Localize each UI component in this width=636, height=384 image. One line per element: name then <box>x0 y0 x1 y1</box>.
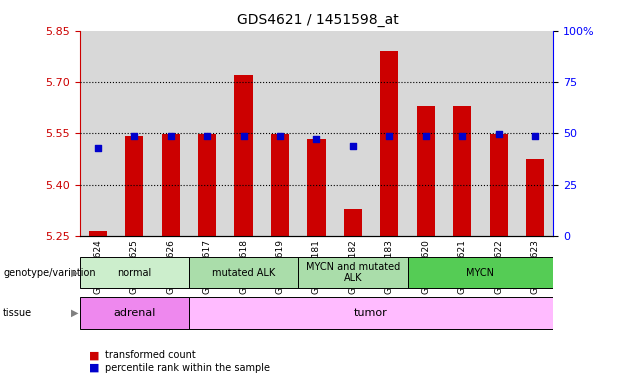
Bar <box>125 136 143 236</box>
Bar <box>444 31 480 236</box>
Bar <box>198 134 216 236</box>
Text: percentile rank within the sample: percentile rank within the sample <box>105 363 270 373</box>
Point <box>530 133 540 139</box>
Bar <box>80 31 116 236</box>
Text: genotype/variation: genotype/variation <box>3 268 96 278</box>
Bar <box>262 31 298 236</box>
Point <box>93 145 103 151</box>
Bar <box>526 159 544 236</box>
Text: normal: normal <box>117 268 151 278</box>
Point <box>275 133 285 139</box>
Bar <box>162 134 180 236</box>
Point <box>129 133 139 139</box>
Text: adrenal: adrenal <box>113 308 155 318</box>
Text: tissue: tissue <box>3 308 32 318</box>
Bar <box>189 31 225 236</box>
Bar <box>371 31 408 236</box>
Bar <box>88 231 107 236</box>
Bar <box>380 51 398 236</box>
Text: transformed count: transformed count <box>105 350 196 360</box>
FancyBboxPatch shape <box>80 297 189 328</box>
Point <box>348 143 358 149</box>
Bar <box>490 134 508 236</box>
Bar <box>116 31 153 236</box>
Bar <box>298 31 335 236</box>
Point <box>202 133 212 139</box>
Bar <box>417 106 435 236</box>
Text: ▶: ▶ <box>71 268 79 278</box>
Bar <box>480 31 517 236</box>
Text: MYCN: MYCN <box>466 268 494 278</box>
Bar <box>153 31 189 236</box>
FancyBboxPatch shape <box>189 297 553 328</box>
Bar <box>225 31 262 236</box>
Bar <box>235 75 252 236</box>
Bar <box>453 106 471 236</box>
Bar <box>343 209 362 236</box>
FancyBboxPatch shape <box>189 257 298 288</box>
FancyBboxPatch shape <box>298 257 408 288</box>
Text: ■: ■ <box>89 363 100 373</box>
Point <box>312 136 322 142</box>
Text: tumor: tumor <box>354 308 388 318</box>
Point <box>494 131 504 137</box>
Text: GDS4621 / 1451598_at: GDS4621 / 1451598_at <box>237 13 399 27</box>
Point <box>238 133 249 139</box>
Point <box>384 133 394 139</box>
Bar <box>408 31 444 236</box>
Text: ■: ■ <box>89 350 100 360</box>
Point <box>420 133 431 139</box>
Point <box>457 133 467 139</box>
Bar <box>335 31 371 236</box>
Text: mutated ALK: mutated ALK <box>212 268 275 278</box>
Point <box>165 133 176 139</box>
Bar <box>307 139 326 236</box>
Text: ▶: ▶ <box>71 308 79 318</box>
FancyBboxPatch shape <box>408 257 553 288</box>
Bar <box>517 31 553 236</box>
Text: MYCN and mutated
ALK: MYCN and mutated ALK <box>306 262 400 283</box>
FancyBboxPatch shape <box>80 257 189 288</box>
Bar <box>271 134 289 236</box>
